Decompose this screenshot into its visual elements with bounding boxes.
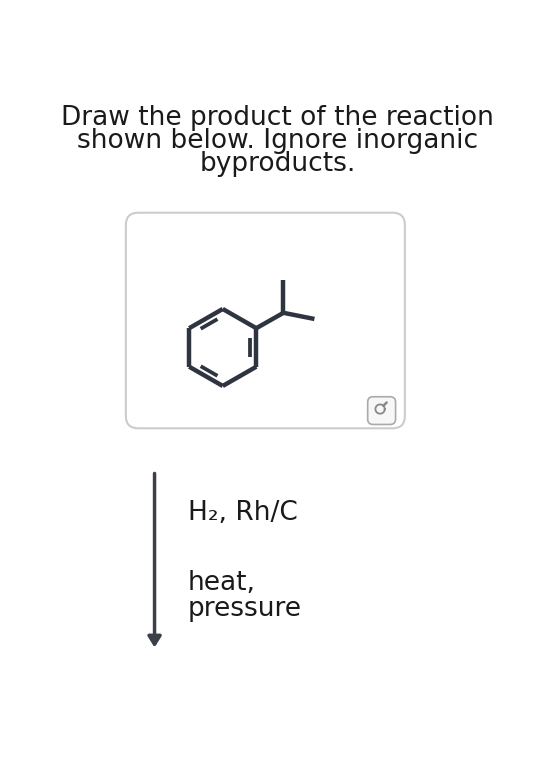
Text: pressure: pressure — [188, 596, 302, 622]
FancyBboxPatch shape — [367, 397, 396, 425]
FancyBboxPatch shape — [126, 212, 405, 429]
Text: shown below. Ignore inorganic: shown below. Ignore inorganic — [77, 128, 479, 154]
Text: heat,: heat, — [188, 570, 256, 596]
Text: Draw the product of the reaction: Draw the product of the reaction — [61, 105, 494, 131]
Text: byproducts.: byproducts. — [199, 151, 356, 177]
Text: H₂, Rh/C: H₂, Rh/C — [188, 500, 298, 526]
